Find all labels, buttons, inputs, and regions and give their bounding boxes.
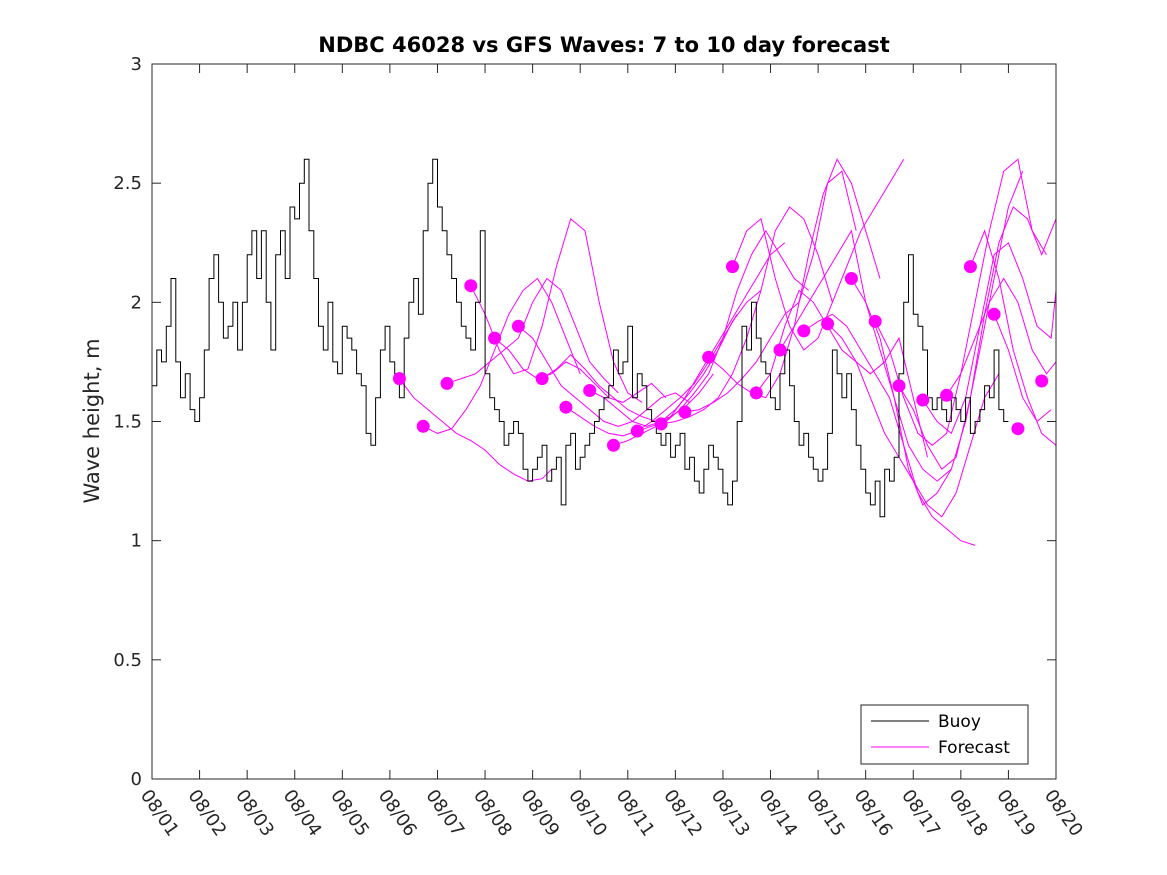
- forecast-line-14: [732, 159, 905, 351]
- forecast-marker-17: [797, 324, 811, 338]
- forecast-marker-23: [940, 388, 954, 402]
- y-tick-label-3: 1.5: [113, 412, 142, 433]
- forecast-marker-13: [702, 350, 716, 364]
- forecast-marker-4: [488, 331, 502, 345]
- forecast-marker-7: [559, 400, 573, 414]
- buoy-line: [152, 158, 1009, 518]
- y-tick-label-4: 2: [131, 292, 142, 313]
- y-tick-label-1: 0.5: [113, 650, 142, 671]
- legend-buoy-label: Buoy: [938, 712, 981, 732]
- legend: Buoy Forecast: [860, 704, 1029, 765]
- forecast-line-18: [827, 323, 1000, 518]
- forecast-line-21: [898, 206, 1056, 470]
- buoy-line-group: [152, 158, 1009, 518]
- legend-box: [860, 704, 1029, 765]
- forecast-marker-8: [583, 384, 597, 397]
- forecast-marker-22: [916, 393, 930, 407]
- y-tick-label-0: 0: [131, 769, 142, 790]
- forecast-marker-0: [392, 372, 406, 386]
- forecast-marker-25: [987, 307, 1001, 321]
- forecast-marker-20: [868, 314, 882, 328]
- forecast-markers: [392, 260, 1049, 452]
- forecast-marker-15: [749, 386, 763, 400]
- forecast-line-5: [518, 325, 690, 427]
- forecast-marker-10: [630, 424, 644, 438]
- forecast-line-15: [755, 289, 928, 458]
- forecast-line-24: [969, 229, 1056, 446]
- y-axis-label: Wave height, m: [80, 338, 104, 503]
- legend-forecast-label: Forecast: [938, 738, 1010, 758]
- axes-box: [151, 63, 1057, 780]
- forecast-marker-3: [464, 279, 478, 293]
- y-tick-label-2: 1: [131, 531, 142, 552]
- forecast-line-1: [422, 277, 581, 434]
- forecast-marker-14: [726, 260, 739, 274]
- forecast-line-25: [993, 314, 1052, 423]
- forecast-marker-19: [844, 272, 858, 285]
- forecast-marker-27: [1035, 374, 1049, 388]
- forecast-marker-9: [607, 438, 620, 452]
- forecast-marker-18: [821, 317, 835, 331]
- y-tick-label-6: 3: [131, 54, 142, 75]
- forecast-marker-24: [963, 260, 977, 274]
- forecast-marker-2: [440, 376, 454, 390]
- y-tick-label-5: 2.5: [113, 173, 142, 194]
- forecast-line-2: [446, 277, 619, 394]
- forecast-marker-16: [773, 343, 787, 357]
- forecast-marker-11: [654, 417, 668, 431]
- forecast-marker-6: [535, 372, 549, 386]
- forecast-line-22: [922, 241, 1056, 435]
- y-tick-labels: 0 0.5 1 1.5 2 2.5 3: [113, 54, 142, 790]
- forecast-line-23: [946, 277, 1056, 396]
- forecast-line-19: [850, 171, 1024, 482]
- forecast-marker-1: [416, 419, 430, 433]
- chart-title: NDBC 46028 vs GFS Waves: 7 to 10 day for…: [318, 33, 889, 57]
- forecast-marker-5: [511, 319, 525, 333]
- forecast-marker-26: [1011, 422, 1025, 436]
- forecast-line-17: [803, 313, 976, 546]
- forecast-marker-12: [678, 405, 692, 419]
- forecast-marker-21: [892, 379, 906, 393]
